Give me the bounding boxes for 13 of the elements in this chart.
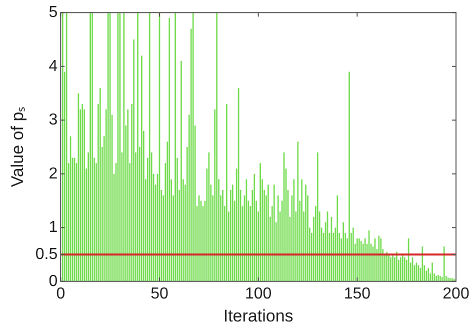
y-tick-label: 2 [48,165,58,182]
x-tick-label: 150 [344,285,371,302]
x-axis-title: Iterations [223,306,294,326]
y-tick-label: 3 [48,112,58,129]
y-tick-label: 1 [48,219,58,236]
y-tick-label: 5 [48,4,58,22]
y-axis-title: Value of pₛ [8,106,27,188]
y-tick-label: 0 [48,272,58,290]
x-tick-label: 50 [150,285,168,302]
x-tick-label: 100 [244,285,272,302]
y-tick-label: 4 [48,58,58,75]
x-tick-label: 200 [442,285,470,302]
y-tick-label: 0.5 [35,246,58,263]
